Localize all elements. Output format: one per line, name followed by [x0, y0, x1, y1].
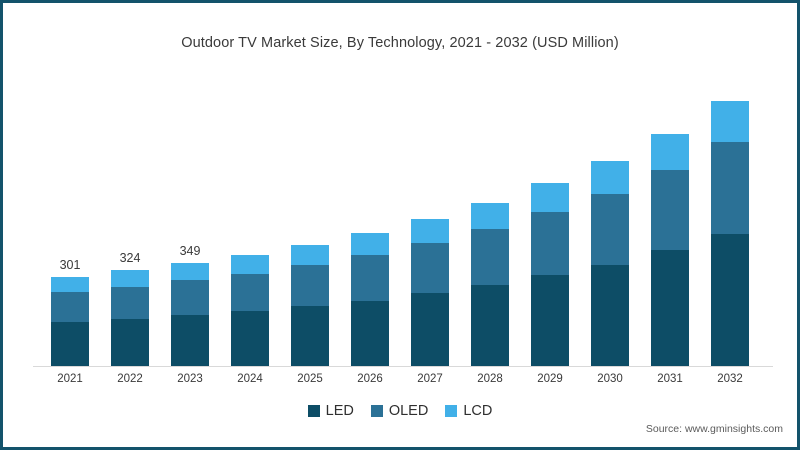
bar-segment-led[interactable]	[411, 293, 449, 366]
bar-segment-led[interactable]	[171, 315, 209, 366]
x-tick-2021: 2021	[57, 373, 83, 385]
bar-stack	[171, 263, 209, 366]
bar-segment-oled[interactable]	[591, 193, 629, 265]
legend-label: LED	[325, 403, 354, 419]
bar-segment-oled[interactable]	[111, 287, 149, 319]
bar-stack	[291, 244, 329, 366]
bar-segment-oled[interactable]	[651, 170, 689, 250]
bar-segment-oled[interactable]	[411, 243, 449, 293]
bar-segment-lcd[interactable]	[711, 101, 749, 142]
x-tick-2026: 2026	[357, 373, 383, 385]
bar-segment-led[interactable]	[471, 285, 509, 366]
bar-group[interactable]	[291, 244, 329, 366]
bar-stack	[591, 161, 629, 366]
x-axis-baseline	[33, 366, 773, 367]
bar-segment-led[interactable]	[51, 322, 89, 366]
bar-group[interactable]: 301	[51, 258, 89, 366]
legend-item-led[interactable]: LED	[307, 403, 354, 419]
bar-segment-lcd[interactable]	[231, 255, 269, 274]
bar-segment-oled[interactable]	[531, 212, 569, 275]
x-tick-2024: 2024	[237, 373, 263, 385]
bar-segment-lcd[interactable]	[51, 277, 89, 292]
bar-segment-led[interactable]	[231, 311, 269, 366]
bar-segment-lcd[interactable]	[411, 219, 449, 243]
bar-segment-led[interactable]	[591, 264, 629, 366]
bar-group[interactable]	[411, 219, 449, 366]
source-caption: Source: www.gminsights.com	[645, 423, 783, 435]
bar-segment-lcd[interactable]	[111, 270, 149, 287]
legend-label: LCD	[463, 403, 493, 419]
bar-segment-led[interactable]	[651, 250, 689, 366]
bar-group[interactable]: 349	[171, 244, 209, 366]
bar-stack	[651, 133, 689, 366]
bar-segment-oled[interactable]	[51, 292, 89, 322]
x-tick-2032: 2032	[717, 373, 743, 385]
bar-segment-led[interactable]	[351, 300, 389, 366]
legend-item-oled[interactable]: OLED	[370, 403, 429, 419]
x-tick-2031: 2031	[657, 373, 683, 385]
bar-segment-lcd[interactable]	[351, 233, 389, 255]
legend-item-lcd[interactable]: LCD	[445, 403, 492, 419]
bar-value-label: 301	[59, 258, 81, 272]
x-tick-2023: 2023	[177, 373, 203, 385]
bar-stack	[111, 270, 149, 366]
legend-swatch-icon	[445, 405, 458, 417]
bar-stack	[231, 255, 269, 366]
plot-area: 301 324 349	[33, 73, 773, 367]
bar-segment-oled[interactable]	[711, 142, 749, 234]
bar-stack	[531, 183, 569, 366]
legend-label: OLED	[388, 403, 429, 419]
bar-segment-oled[interactable]	[291, 265, 329, 306]
bar-segment-led[interactable]	[291, 306, 329, 366]
legend-swatch-icon	[307, 405, 320, 417]
bar-stack	[711, 101, 749, 366]
bar-stack	[351, 233, 389, 366]
x-tick-2029: 2029	[537, 373, 563, 385]
bar-group[interactable]	[711, 101, 749, 366]
x-tick-2028: 2028	[477, 373, 503, 385]
bar-segment-oled[interactable]	[231, 273, 269, 312]
bar-group[interactable]	[591, 161, 629, 366]
bar-segment-lcd[interactable]	[291, 245, 329, 265]
bar-value-label: 324	[119, 251, 141, 265]
legend-swatch-icon	[370, 405, 383, 417]
bar-segment-lcd[interactable]	[531, 183, 569, 212]
bar-stack	[51, 277, 89, 366]
bar-value-label: 349	[179, 244, 201, 258]
bar-segment-oled[interactable]	[351, 254, 389, 301]
bar-segment-led[interactable]	[111, 319, 149, 366]
bar-segment-lcd[interactable]	[171, 263, 209, 280]
bar-segment-oled[interactable]	[171, 280, 209, 315]
bar-group[interactable]	[651, 133, 689, 366]
bar-stack	[471, 202, 509, 366]
chart-title: Outdoor TV Market Size, By Technology, 2…	[181, 35, 619, 51]
bar-segment-oled[interactable]	[471, 229, 509, 285]
x-tick-2022: 2022	[117, 373, 143, 385]
bar-group[interactable]	[351, 233, 389, 366]
bar-group[interactable]	[231, 255, 269, 366]
x-tick-2025: 2025	[297, 373, 323, 385]
bar-segment-led[interactable]	[531, 275, 569, 366]
x-tick-2027: 2027	[417, 373, 443, 385]
bar-segment-lcd[interactable]	[471, 203, 509, 229]
bar-group[interactable]	[471, 202, 509, 366]
bar-group[interactable]	[531, 183, 569, 366]
bar-stack	[411, 219, 449, 366]
bar-segment-lcd[interactable]	[651, 134, 689, 170]
bar-segment-led[interactable]	[711, 234, 749, 366]
chart-legend: LED OLED LCD	[3, 403, 797, 419]
bar-segment-lcd[interactable]	[591, 161, 629, 194]
bar-group[interactable]: 324	[111, 251, 149, 366]
x-tick-2030: 2030	[597, 373, 623, 385]
